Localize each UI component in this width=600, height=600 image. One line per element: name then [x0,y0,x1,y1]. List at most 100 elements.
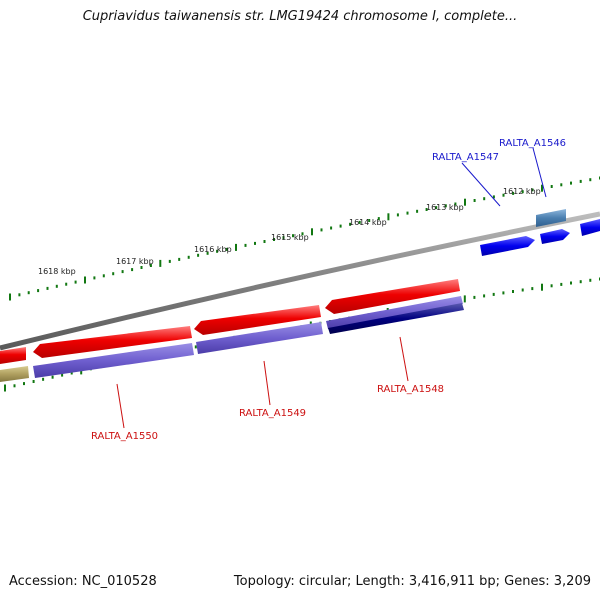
outer-ruler-minor-tick [112,272,115,276]
outer-ruler-minor-tick [149,264,152,267]
outer-ruler-minor-tick [492,195,495,199]
outer-ruler-minor-tick [74,280,77,284]
outer-ruler-minor-tick [377,217,380,221]
outer-ruler-minor-tick [473,199,476,202]
inner-ruler-minor-tick [570,281,572,285]
outer-ruler-minor-tick [406,211,409,215]
inner-ruler-minor-tick [589,278,592,282]
outer-ruler-minor-tick [254,241,256,245]
cds-ralta-a1549[interactable] [196,322,323,354]
outer-ruler-minor-tick [550,185,553,188]
outer-ruler-minor-tick [358,220,361,224]
gene-ralta-a1549[interactable] [194,305,321,335]
outer-ruler-minor-tick [531,188,534,192]
cds-ralta-a1548-upper[interactable] [326,296,463,329]
leader-ralta-a1548 [399,336,409,382]
gene-ralta-a1546[interactable] [540,229,570,244]
outer-ruler-minor-tick [273,238,275,241]
inner-ruler-minor-tick [13,384,16,388]
outer-ruler-minor-tick [18,293,21,297]
outer-ruler-minor-tick [168,259,171,263]
outer-ruler-minor-tick [301,232,304,236]
gene-ralta-a1548[interactable] [325,279,460,314]
kbp-label-1615: 1615 kbp [271,233,309,242]
inner-ruler-minor-tick [579,280,582,284]
cds-ralta-a1550[interactable] [33,343,194,378]
outer-ruler-major-tick [159,259,162,267]
outer-tick-ruler [9,176,600,301]
label-ralta-a1546[interactable]: RALTA_A1546 [499,138,566,149]
label-ralta-a1548[interactable]: RALTA_A1548 [377,384,444,395]
kbp-label-1613: 1613 kbp [426,203,464,212]
kbp-labels: 1618 kbp 1617 kbp 1616 kbp 1615 kbp 1614… [38,187,541,276]
outer-ruler-minor-tick [206,251,209,255]
topology-summary: Topology: circular; Length: 3,416,911 bp… [233,574,591,589]
outer-ruler-minor-tick [65,282,68,286]
gene-ralta-a1547[interactable] [480,236,535,256]
inner-ruler-minor-tick [521,288,524,292]
outer-ruler-minor-tick [589,178,592,182]
leader-ralta-a1547 [461,162,501,207]
gene-forward-edge[interactable] [580,219,600,236]
outer-ruler-minor-tick [225,247,228,251]
outer-ruler-minor-tick [330,226,333,230]
outer-ruler-minor-tick [121,270,124,274]
kbp-label-1616: 1616 kbp [194,245,232,254]
outer-ruler-minor-tick [483,197,486,201]
feature-steelblue[interactable] [536,209,566,227]
leader-ralta-a1550 [116,383,125,429]
outer-ruler-minor-tick [444,204,447,208]
feature-olive[interactable] [0,366,29,382]
outer-ruler-major-tick [9,293,11,301]
label-ralta-a1549[interactable]: RALTA_A1549 [239,408,306,419]
outer-ruler-minor-tick [521,190,524,194]
outer-ruler-minor-tick [282,236,285,240]
outer-ruler-minor-tick [425,208,428,211]
outer-ruler-major-tick [84,276,86,284]
outer-ruler-minor-tick [93,276,96,280]
outer-ruler-minor-tick [292,234,294,238]
outer-ruler-minor-tick [339,224,342,228]
outer-ruler-major-tick [235,243,237,251]
inner-ruler-minor-tick [70,371,73,375]
inner-ruler-minor-tick [194,345,197,349]
gene-reverse-edge[interactable] [0,347,26,364]
outer-ruler-minor-tick [197,253,200,257]
outer-ruler-minor-tick [216,249,219,253]
outer-ruler-minor-tick [187,255,190,259]
outer-ruler-minor-tick [27,291,30,295]
outer-ruler-minor-tick [178,257,181,261]
inner-ruler-minor-tick [61,373,64,377]
outer-ruler-major-tick [541,184,543,192]
inner-ruler-major-tick [4,384,6,392]
label-ralta-a1547[interactable]: RALTA_A1547 [432,152,499,163]
gene-ralta-a1550[interactable] [33,326,192,358]
inner-ruler-major-tick [541,283,543,291]
kbp-label-1617: 1617 kbp [116,257,154,266]
label-ralta-a1550[interactable]: RALTA_A1550 [91,431,158,442]
outer-ruler-major-tick [387,213,390,221]
outer-ruler-minor-tick [396,213,399,217]
outer-ruler-minor-tick [435,206,438,210]
outer-ruler-major-tick [464,198,466,206]
kbp-label-1612: 1612 kbp [503,187,541,196]
inner-ruler-minor-tick [483,294,486,298]
outer-ruler-minor-tick [560,183,563,187]
inner-ruler-minor-tick [42,377,45,381]
inner-ruler-minor-tick [560,282,563,286]
inner-ruler-minor-tick [502,291,505,295]
inner-ruler-minor-tick [492,292,495,296]
outer-ruler-minor-tick [55,284,58,288]
inner-ruler-minor-tick [512,290,514,293]
chromosome-backbone [0,211,600,351]
outer-ruler-major-tick [311,228,313,236]
outer-ruler-minor-tick [349,222,352,226]
inner-ruler-minor-tick [473,295,476,299]
inner-ruler-minor-tick [550,284,553,288]
cds-ralta-a1548-lower[interactable] [328,303,464,334]
outer-ruler-minor-tick [131,268,134,272]
outer-ruler-minor-tick [570,181,572,185]
leader-lines [116,147,547,429]
inner-ruler-major-tick [463,295,466,303]
